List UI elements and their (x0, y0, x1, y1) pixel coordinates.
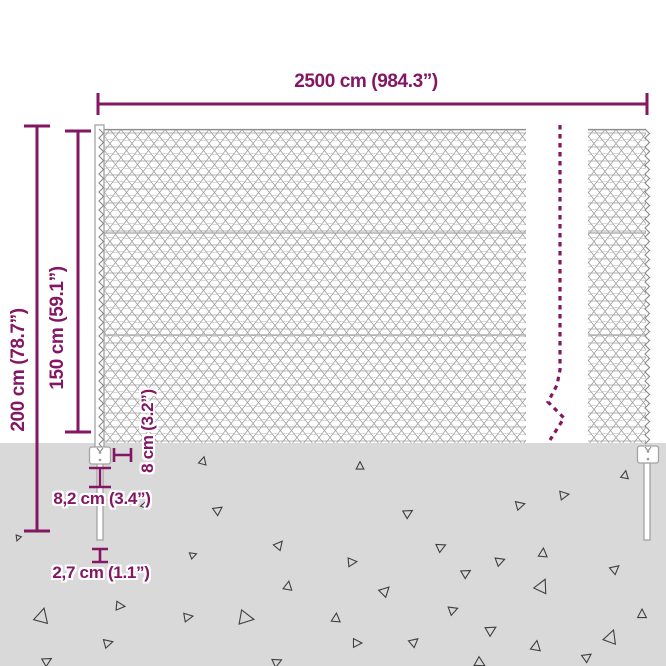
ground-debris-triangle (347, 557, 359, 568)
ground-debris-triangle (435, 543, 447, 554)
dimension-label-mesh-height: 150 cm (59.1”) (47, 266, 68, 390)
ground-triangles (15, 455, 648, 666)
dimension-line-total-height (24, 124, 50, 533)
ground-debris-triangle (601, 628, 617, 646)
ground-debris-triangle (352, 637, 364, 649)
dimension-label-anchor-plate-size: 8,2 cm (3.4”) (53, 489, 151, 508)
ground-debris-triangle (272, 540, 283, 552)
right-anchor-plate (636, 445, 660, 464)
fence-mesh-main (104, 128, 526, 443)
ground-debris-triangle (532, 578, 547, 595)
ground-debris-triangle (484, 626, 497, 638)
dimension-label-spike-diameter: 2,7 cm (1.1”) (52, 563, 150, 582)
left-fence-post (88, 124, 112, 541)
ground-debris-triangle (559, 490, 571, 501)
right-edge-spiral-wire (644, 128, 651, 445)
ground-debris-triangle (330, 611, 341, 623)
dimension-label-total-width: 2500 cm (984.3”) (294, 71, 438, 92)
dimension-line-total-width (96, 93, 649, 115)
dimension-bracket-spike (92, 547, 108, 564)
right-fence-post (636, 128, 660, 541)
dimension-label-clamp-size: 8 cm (3.2”) (138, 389, 157, 473)
ground-debris-triangle (197, 455, 207, 466)
left-edge-spiral-wire (98, 128, 105, 454)
ground-debris-triangle (188, 552, 198, 561)
ground-debris-triangle (537, 546, 548, 558)
ground-debris-triangle (377, 586, 390, 599)
ground-debris-triangle (459, 569, 472, 580)
ground-debris-triangle (580, 653, 593, 664)
ground-debris-triangle (473, 655, 486, 666)
ground-debris-triangle (514, 500, 526, 512)
ground-debris-triangle (32, 607, 49, 625)
ground-debris-triangle (211, 506, 224, 517)
ground-area (0, 443, 666, 666)
left-anchor-plate (88, 446, 112, 465)
ground-debris-triangle (15, 534, 23, 543)
ground-debris-triangle (447, 606, 459, 617)
ground-debris-triangle (407, 638, 419, 649)
ground-debris-triangle (115, 600, 127, 611)
ground-debris-triangle (40, 657, 53, 666)
dimension-line-mesh-height (65, 129, 91, 434)
ground-debris-triangle (102, 638, 114, 650)
right-ground-spike (643, 462, 651, 541)
ground-debris-triangle (282, 579, 293, 591)
ground-debris-triangle (401, 509, 414, 520)
fence-mesh-right (588, 128, 646, 443)
dimension-bracket-clamp (112, 448, 133, 462)
ground-debris-triangle (183, 612, 195, 623)
ground-debris-triangle (636, 607, 648, 619)
ground-debris-triangle (139, 501, 147, 510)
continuation-break-line (546, 125, 567, 441)
ground-debris-triangle (529, 639, 541, 652)
ground-debris-triangle (494, 557, 506, 568)
ground-debris-triangle (619, 469, 630, 480)
ground-debris-triangle (608, 565, 620, 576)
dimension-label-total-height: 200 cm (78.7”) (8, 308, 29, 432)
dimension-bracket-anchor-plate (89, 466, 111, 489)
ground-debris-triangle (355, 460, 365, 470)
ground-debris-triangle (271, 658, 283, 666)
ground-debris-triangle (238, 608, 256, 625)
